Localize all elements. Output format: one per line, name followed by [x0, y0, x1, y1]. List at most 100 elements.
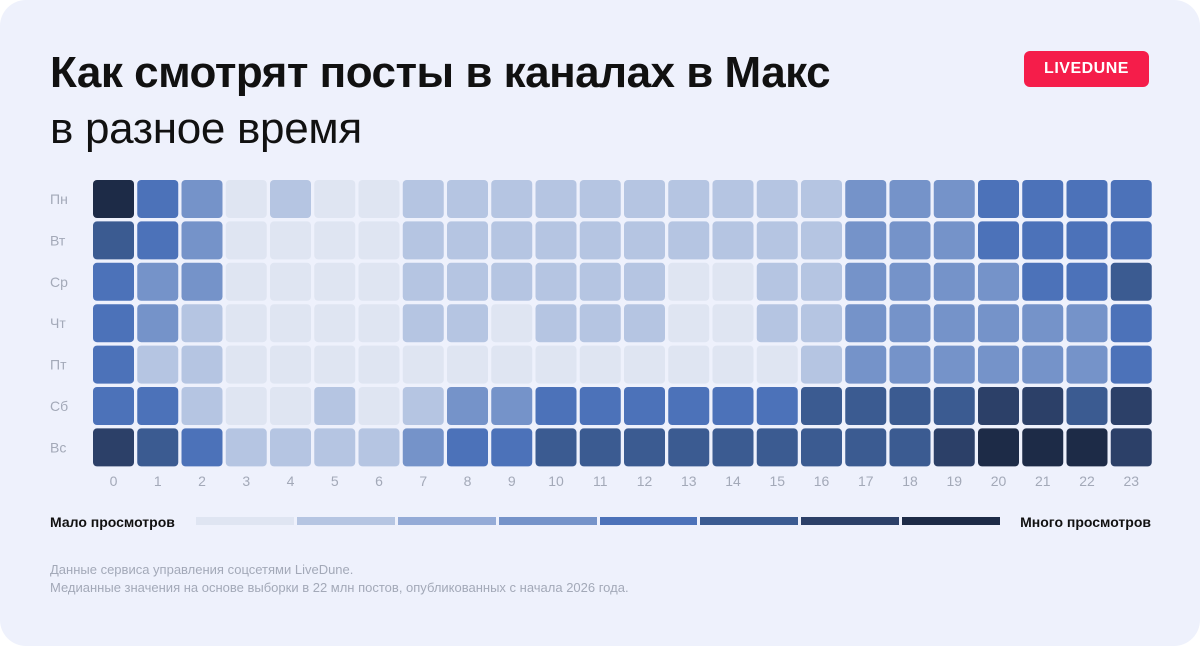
- heatmap-cell: [1110, 221, 1152, 260]
- column-label-0: 0: [110, 473, 118, 489]
- heatmap-cell: [447, 345, 488, 384]
- footnote-line-method: Медианные значения на основе выборки в 2…: [50, 580, 629, 595]
- heatmap-cell: [579, 387, 621, 425]
- heatmap-cell: [624, 387, 665, 425]
- heatmap-cell: [402, 304, 444, 343]
- heatmap-cell: [137, 180, 179, 218]
- heatmap-cell: [801, 180, 842, 218]
- heatmap-cell: [137, 428, 179, 467]
- heatmap-cell: [314, 345, 356, 384]
- heatmap-cell: [624, 345, 665, 384]
- column-label-13: 13: [681, 473, 697, 489]
- heatmap-cell: [1022, 304, 1064, 343]
- heatmap-cell: [93, 428, 134, 467]
- heatmap-cell: [491, 387, 533, 425]
- column-label-14: 14: [725, 473, 741, 489]
- heatmap-cell: [712, 262, 754, 301]
- heatmap-cell: [93, 180, 134, 218]
- heatmap-cell: [756, 180, 798, 218]
- page-subtitle: в разное время: [50, 104, 362, 153]
- heatmap-cell: [933, 428, 975, 467]
- heatmap-cell: [579, 345, 621, 384]
- footnote-line-source: Данные сервиса управления соцсетями Live…: [50, 562, 354, 577]
- heatmap-cell: [225, 221, 267, 260]
- heatmap-cell: [1110, 387, 1152, 425]
- heatmap-cell: [93, 345, 134, 384]
- heatmap-cell: [801, 221, 842, 260]
- heatmap-cell: [579, 221, 621, 260]
- heatmap-cell: [978, 221, 1019, 260]
- heatmap-cell: [1066, 428, 1108, 467]
- heatmap-cell: [358, 428, 400, 467]
- column-label-10: 10: [548, 473, 564, 489]
- heatmap-cell: [1066, 180, 1108, 218]
- heatmap-cell: [933, 387, 975, 425]
- heatmap-cell: [801, 387, 842, 425]
- heatmap-cell: [978, 304, 1019, 343]
- heatmap-cell: [1066, 387, 1108, 425]
- heatmap-cell: [1110, 262, 1152, 301]
- column-label-22: 22: [1079, 473, 1095, 489]
- column-label-11: 11: [593, 473, 608, 489]
- column-label-16: 16: [814, 473, 830, 489]
- heatmap-cell: [181, 262, 223, 301]
- heatmap-cell: [314, 304, 356, 343]
- heatmap-cell: [137, 387, 179, 425]
- heatmap-cell: [447, 180, 488, 218]
- heatmap-cell: [1110, 180, 1152, 218]
- heatmap-cell: [447, 304, 488, 343]
- livedune-logo[interactable]: LIVEDUNE: [1024, 51, 1149, 87]
- heatmap-cell: [978, 262, 1019, 301]
- column-label-3: 3: [242, 473, 250, 489]
- heatmap-cell: [225, 387, 267, 425]
- heatmap-cell: [358, 345, 400, 384]
- heatmap-cell: [756, 262, 798, 301]
- heatmap-cell: [314, 180, 356, 218]
- heatmap-cell: [933, 180, 975, 218]
- heatmap-cell: [137, 345, 179, 384]
- heatmap-cell: [668, 345, 710, 384]
- heatmap-cell: [225, 304, 267, 343]
- heatmap-cell: [845, 262, 887, 301]
- heatmap-cell: [668, 304, 710, 343]
- heatmap-cell: [137, 262, 179, 301]
- column-label-23: 23: [1123, 473, 1139, 489]
- row-label-Пт: Пт: [50, 357, 67, 373]
- heatmap-cell: [358, 304, 400, 343]
- heatmap-cell: [712, 180, 754, 218]
- legend-segment-6: [700, 517, 799, 525]
- heatmap-cell: [889, 387, 931, 425]
- column-label-6: 6: [375, 473, 383, 489]
- heatmap-cell: [1022, 221, 1064, 260]
- heatmap-cell: [624, 221, 665, 260]
- heatmap-cell: [801, 345, 842, 384]
- heatmap-cell: [535, 387, 577, 425]
- heatmap-cell: [668, 387, 710, 425]
- heatmap-cell: [624, 428, 665, 467]
- heatmap-cell: [933, 304, 975, 343]
- heatmap-cell: [978, 387, 1019, 425]
- heatmap-cell: [668, 180, 710, 218]
- heatmap-cell: [314, 221, 356, 260]
- heatmap-cell: [314, 387, 356, 425]
- heatmap-cell: [624, 304, 665, 343]
- heatmap-cell: [668, 262, 710, 301]
- heatmap-cell: [756, 428, 798, 467]
- heatmap-cell: [933, 262, 975, 301]
- heatmap-cell: [270, 304, 311, 343]
- legend-segment-5: [599, 517, 698, 525]
- heatmap-cell: [491, 180, 533, 218]
- heatmap-cell: [756, 345, 798, 384]
- row-label-Вс: Вс: [50, 439, 66, 455]
- heatmap-cell: [712, 221, 754, 260]
- heatmap-cell: [181, 428, 223, 467]
- heatmap-cell: [1066, 221, 1108, 260]
- column-label-19: 19: [946, 473, 962, 489]
- heatmap-cell: [1110, 428, 1152, 467]
- heatmap-cell: [270, 180, 311, 218]
- heatmap-cell: [225, 180, 267, 218]
- page-title: Как смотрят посты в каналах в Макс: [50, 48, 831, 97]
- heatmap-cell: [225, 262, 267, 301]
